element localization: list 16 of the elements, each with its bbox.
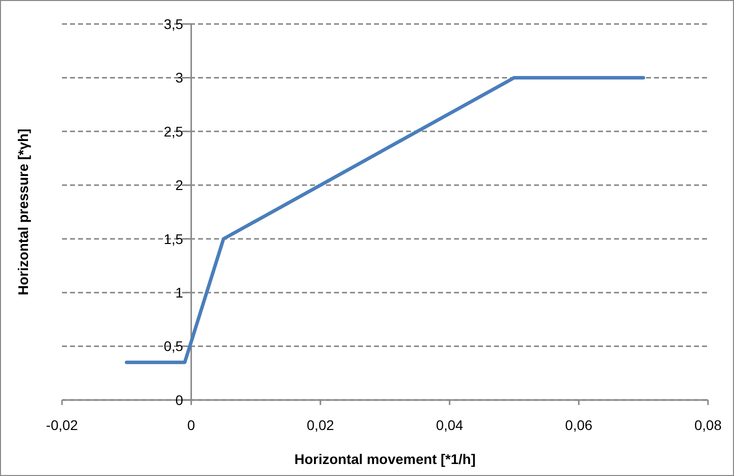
- y-tick-label: 2: [175, 177, 184, 194]
- y-tick-label: 2,5: [164, 123, 184, 140]
- y-tick-label: 3: [175, 70, 184, 86]
- y-tick-label: 1,5: [164, 230, 184, 247]
- y-axis-title: Horizontal pressure [*γh]: [15, 128, 31, 296]
- x-tick-label: -0,02: [46, 417, 78, 433]
- y-tick-label: 3,5: [164, 16, 184, 32]
- x-tick-label: 0,04: [436, 417, 464, 433]
- x-tick-label: 0,02: [306, 417, 334, 433]
- y-tick-label: 1: [175, 284, 184, 300]
- x-axis-title: Horizontal movement [*1/h]: [294, 451, 476, 467]
- x-tick-label: 0,08: [694, 417, 722, 433]
- x-tick-label: 0: [187, 417, 196, 433]
- x-tick-label: 0,06: [565, 417, 593, 433]
- y-tick-label: 0,5: [164, 338, 184, 354]
- y-tick-label: 0: [175, 392, 184, 408]
